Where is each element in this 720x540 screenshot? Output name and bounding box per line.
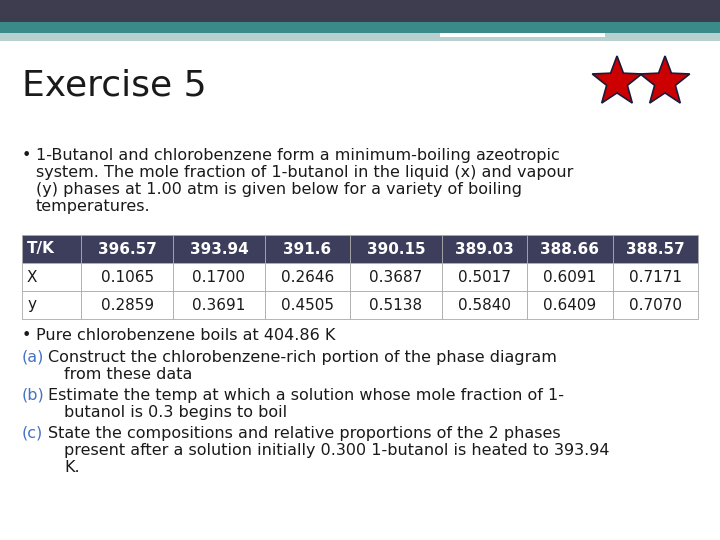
Text: 0.2646: 0.2646 (281, 269, 334, 285)
Bar (440, 33, 720, 41)
Text: 0.7171: 0.7171 (629, 269, 682, 285)
Text: butanol is 0.3 begins to boil: butanol is 0.3 begins to boil (64, 405, 287, 420)
Text: 0.3691: 0.3691 (192, 298, 246, 313)
Text: 0.1700: 0.1700 (192, 269, 246, 285)
Text: 0.5840: 0.5840 (458, 298, 511, 313)
Bar (613, 263, 698, 291)
Text: Pure chlorobenzene boils at 404.86 K: Pure chlorobenzene boils at 404.86 K (36, 328, 336, 343)
Bar (22, 263, 81, 291)
Bar (265, 291, 350, 319)
Polygon shape (640, 56, 690, 103)
Bar (350, 235, 442, 263)
Bar (442, 263, 527, 291)
Bar (527, 263, 613, 291)
Text: y: y (27, 298, 36, 313)
Bar (613, 235, 698, 263)
Text: 0.5138: 0.5138 (369, 298, 423, 313)
Bar (613, 291, 698, 319)
Bar (81, 291, 173, 319)
Polygon shape (593, 56, 642, 103)
Text: State the compositions and relative proportions of the 2 phases: State the compositions and relative prop… (48, 426, 561, 441)
Bar (265, 235, 350, 263)
Text: 0.3687: 0.3687 (369, 269, 423, 285)
Bar (350, 291, 442, 319)
Bar (0, 0, 720, 22)
Bar (0, 33, 440, 41)
Text: 389.03: 389.03 (455, 241, 514, 256)
Text: system. The mole fraction of 1-butanol in the liquid (x) and vapour: system. The mole fraction of 1-butanol i… (36, 165, 573, 180)
Bar (350, 263, 442, 291)
Text: (y) phases at 1.00 atm is given below for a variety of boiling: (y) phases at 1.00 atm is given below fo… (36, 182, 522, 197)
Bar (22, 235, 81, 263)
Text: 0.2859: 0.2859 (101, 298, 154, 313)
Text: X: X (27, 269, 37, 285)
Bar (527, 235, 613, 263)
Bar (0, 22, 720, 33)
Text: 1-Butanol and chlorobenzene form a minimum-boiling azeotropic: 1-Butanol and chlorobenzene form a minim… (36, 148, 559, 163)
Text: (b): (b) (22, 388, 45, 403)
Text: 393.94: 393.94 (189, 241, 248, 256)
Bar (173, 291, 265, 319)
Text: 0.6409: 0.6409 (544, 298, 597, 313)
Text: (a): (a) (22, 350, 45, 365)
Bar (22, 291, 81, 319)
Text: temperatures.: temperatures. (36, 199, 150, 214)
Bar (265, 263, 350, 291)
Text: present after a solution initially 0.300 1-butanol is heated to 393.94: present after a solution initially 0.300… (64, 443, 610, 458)
Text: •: • (22, 148, 32, 163)
Bar (81, 263, 173, 291)
Text: (c): (c) (22, 426, 43, 441)
Text: 396.57: 396.57 (98, 241, 157, 256)
Text: 388.57: 388.57 (626, 241, 685, 256)
Text: 388.66: 388.66 (541, 241, 600, 256)
Bar (173, 235, 265, 263)
Bar (442, 235, 527, 263)
Text: 0.6091: 0.6091 (544, 269, 597, 285)
Bar (440, 33, 605, 37)
Text: 0.5017: 0.5017 (458, 269, 511, 285)
Text: •: • (22, 328, 32, 343)
Text: Construct the chlorobenzene-rich portion of the phase diagram: Construct the chlorobenzene-rich portion… (48, 350, 557, 365)
Text: 391.6: 391.6 (284, 241, 332, 256)
Bar (442, 291, 527, 319)
Text: K.: K. (64, 460, 80, 475)
Text: 0.7070: 0.7070 (629, 298, 682, 313)
Text: Exercise 5: Exercise 5 (22, 68, 207, 102)
Text: from these data: from these data (64, 367, 192, 382)
Bar (173, 263, 265, 291)
Text: 0.1065: 0.1065 (101, 269, 154, 285)
Text: 0.4505: 0.4505 (281, 298, 334, 313)
Bar (81, 235, 173, 263)
Text: Estimate the temp at which a solution whose mole fraction of 1-: Estimate the temp at which a solution wh… (48, 388, 564, 403)
Text: T/K: T/K (27, 241, 55, 256)
Text: 390.15: 390.15 (366, 241, 426, 256)
Bar (527, 291, 613, 319)
